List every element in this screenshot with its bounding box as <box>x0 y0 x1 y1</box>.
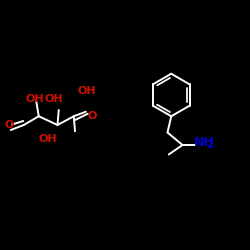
Text: NH: NH <box>194 136 214 148</box>
Text: O: O <box>88 111 97 121</box>
Text: O: O <box>5 120 14 130</box>
Text: OH: OH <box>38 134 57 144</box>
Text: 2: 2 <box>206 140 213 149</box>
Text: OH: OH <box>26 94 44 104</box>
Text: OH: OH <box>78 86 96 96</box>
Text: OH: OH <box>44 94 63 104</box>
